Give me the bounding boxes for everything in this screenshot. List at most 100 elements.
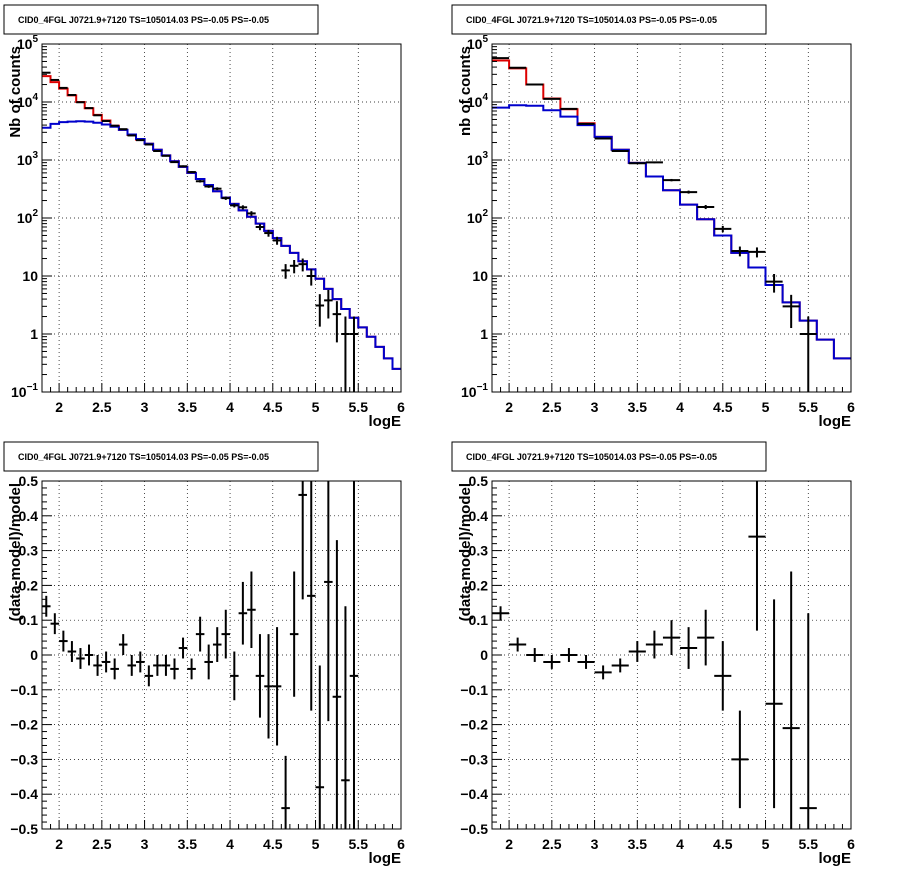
data-point [161,655,171,676]
data-point [765,599,783,809]
data-point [748,481,766,631]
x-tick-label: 4.5 [263,399,283,415]
y-tick-label: 0.2 [469,577,489,593]
title-box [451,441,767,472]
data-point [255,634,265,718]
data-point [84,107,94,110]
data-point [50,613,60,635]
x-tick-label: 3.5 [178,836,198,852]
data-point [662,620,681,655]
data-point [144,665,154,687]
data-point [731,246,749,257]
x-tick-label: 4 [226,836,234,852]
x-tick-label: 2.5 [92,836,112,852]
data-point [118,128,128,131]
data-point [680,190,698,194]
x-tick-label: 4.5 [713,836,733,852]
data-point [195,180,205,183]
data-point [594,137,612,140]
data-point [577,655,595,669]
y-tick-label: 0 [30,647,38,663]
y-tick-label: −0.3 [460,751,488,767]
x-tick-label: 5 [762,836,770,852]
data-point [324,481,333,722]
x-tick-label: 3 [141,399,149,415]
data-point [195,616,205,652]
data-point [543,655,561,669]
data-point [332,540,342,829]
data-point [212,187,222,191]
y-tick-label: −0.2 [10,717,38,733]
data-point [281,755,290,829]
plot-frame [41,43,402,393]
x-tick-label: 5 [312,399,320,415]
y-tick-label: 0.2 [19,577,39,593]
y-tick-label: 0 [480,647,488,663]
title-box [451,4,767,35]
data-point [110,658,119,680]
data-point [187,658,196,680]
y-tick-label: −0.3 [10,751,38,767]
data-point [594,665,612,680]
data-point [341,606,350,829]
chart-title: CID0_4FGL J0721.9+7120 TS=105014.03 PS=-… [18,452,269,462]
data-point [178,165,188,168]
x-tick-label: 3.5 [628,399,648,415]
data-point [204,185,213,188]
x-tick-label: 3 [591,836,599,852]
x-tick-label: 4 [676,399,684,415]
x-tick-label: 5 [312,836,320,852]
y-tick-label: 103 [17,150,39,168]
y-tick-label: 10 [472,268,488,284]
data-point [611,658,629,673]
data-point [509,637,527,652]
data-point [799,316,817,392]
x-tick-label: 2.5 [92,399,112,415]
data-point [697,609,715,666]
data-point [324,289,333,319]
y-tick-label: −0.5 [460,821,488,837]
data-point [127,134,137,137]
x-tick-label: 2 [55,836,63,852]
data-point [144,143,154,146]
y-axis-label: Nb of counts [7,46,24,138]
data-point [560,648,578,662]
y-tick-label: 105 [467,34,489,52]
x-tick-label: 6 [847,836,855,852]
y-tick-label: 1 [480,326,488,342]
data-point [332,301,342,343]
x-tick-label: 5.5 [349,836,369,852]
data-point [731,710,749,809]
x-tick-label: 5 [762,399,770,415]
data-point [765,273,783,293]
data-point [315,294,325,327]
data-point [187,171,196,174]
y-axis-label: (data-model)/model [457,483,474,621]
data-point [680,627,698,669]
data-point [76,101,85,104]
data-point [212,627,222,662]
y-tick-label: 0.1 [469,612,489,628]
data-point [101,651,111,673]
data-point [306,481,316,711]
data-point [645,161,663,164]
data-point [230,651,239,701]
y-tick-label: 10−1 [461,382,488,400]
y-tick-label: −0.2 [460,717,488,733]
data-point [247,571,256,649]
data-point [341,316,350,392]
y-tick-label: 105 [17,34,39,52]
data-point [264,229,273,237]
plot-frame [491,43,852,393]
data-point [204,644,213,680]
x-tick-label: 6 [397,399,405,415]
data-point [298,481,307,600]
data-point [67,641,77,662]
x-tick-label: 5.5 [799,399,819,415]
data-point [238,205,248,210]
data-point [161,154,171,157]
data-point [238,581,248,645]
data-point [748,247,766,258]
x-tick-label: 2 [505,836,513,852]
